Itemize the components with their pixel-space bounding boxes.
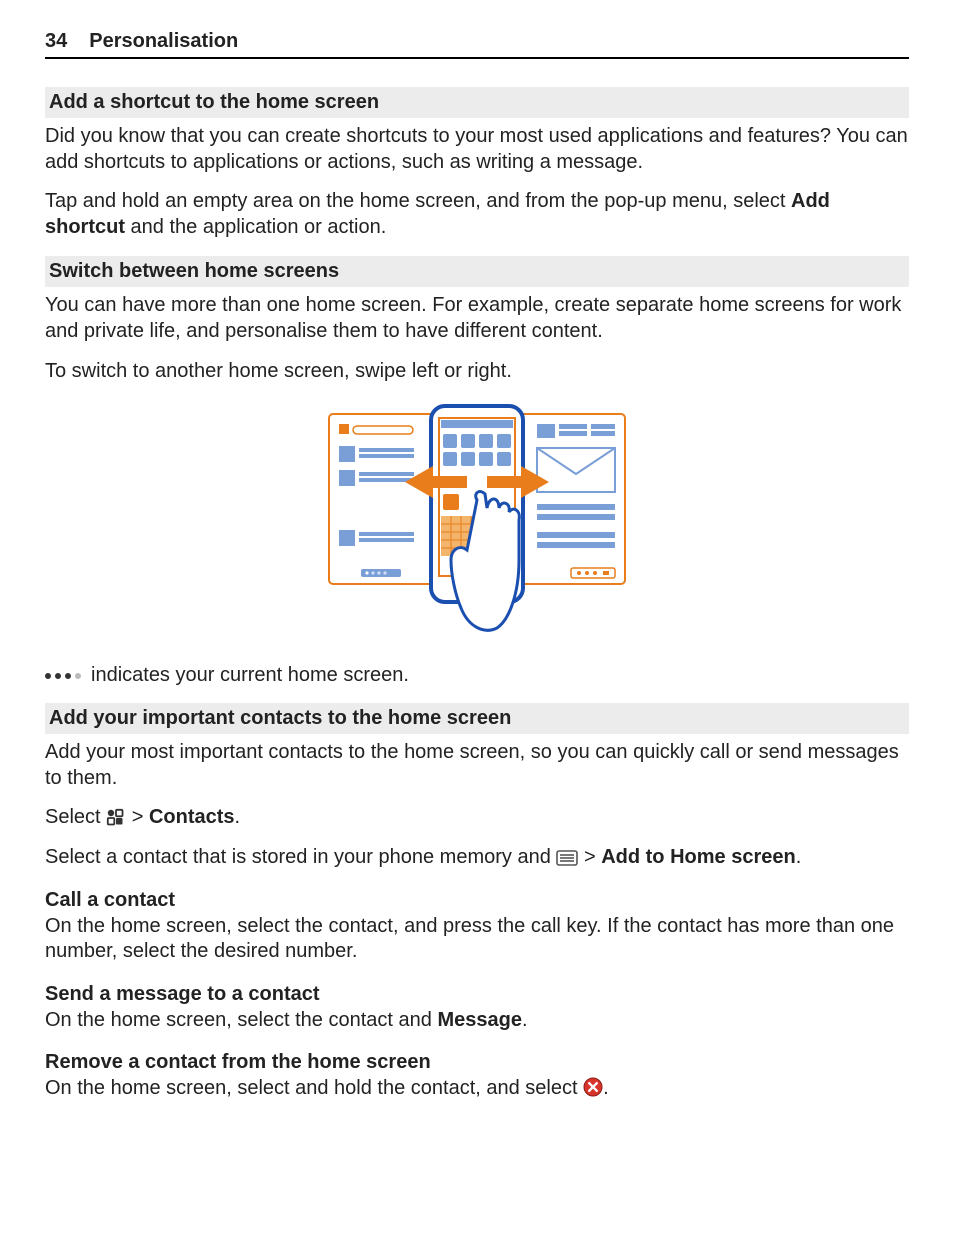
body-text: You can have more than one home screen. … [45,293,909,344]
section-heading-contacts: Add your important contacts to the home … [45,703,909,734]
options-menu-icon [556,850,578,866]
text-bold: Message [437,1009,522,1031]
body-text: Add your most important contacts to the … [45,740,909,791]
text-run: . [235,806,241,828]
illustration-swipe-homescreens [45,404,909,634]
text-run: Tap and hold an empty area on the home s… [45,190,791,212]
text-bold: Add to Home screen [601,846,795,868]
indicator-caption: indicates your current home screen. [45,664,909,687]
body-text: Select a contact that is stored in your … [45,845,909,871]
page-indicator-dots-icon [45,673,81,679]
sub-heading-call: Call a contact [45,889,909,912]
text-bold: Contacts [149,806,235,828]
page-title: Personalisation [89,30,238,53]
body-text: Select > Contacts. [45,805,909,831]
text-run: Select a contact that is stored in your … [45,846,556,868]
text-run: . [603,1077,609,1099]
section-heading-shortcut: Add a shortcut to the home screen [45,87,909,118]
page-number: 34 [45,30,67,53]
text-run: . [796,846,802,868]
sub-heading-remove: Remove a contact from the home screen [45,1051,909,1074]
text-run: Select [45,806,106,828]
text-run: indicates your current home screen. [91,664,409,687]
text-run: > [132,806,149,828]
text-run: > [584,846,601,868]
page-header: 34 Personalisation [45,30,909,59]
body-text: Tap and hold an empty area on the home s… [45,189,909,240]
body-text: On the home screen, select the contact, … [45,914,909,965]
apps-menu-icon [106,808,126,826]
text-run: On the home screen, select and hold the … [45,1077,583,1099]
section-heading-switch: Switch between home screens [45,256,909,287]
body-text: Did you know that you can create shortcu… [45,124,909,175]
swipe-illustration-svg [327,404,627,634]
text-run: . [522,1009,528,1031]
delete-icon [583,1077,603,1097]
sub-heading-send: Send a message to a contact [45,983,909,1006]
body-text: To switch to another home screen, swipe … [45,359,909,385]
manual-page: 34 Personalisation Add a shortcut to the… [0,0,954,1258]
body-text: On the home screen, select the contact a… [45,1008,909,1034]
body-text: On the home screen, select and hold the … [45,1076,909,1102]
text-run: On the home screen, select the contact a… [45,1009,437,1031]
text-run: and the application or action. [125,216,386,238]
